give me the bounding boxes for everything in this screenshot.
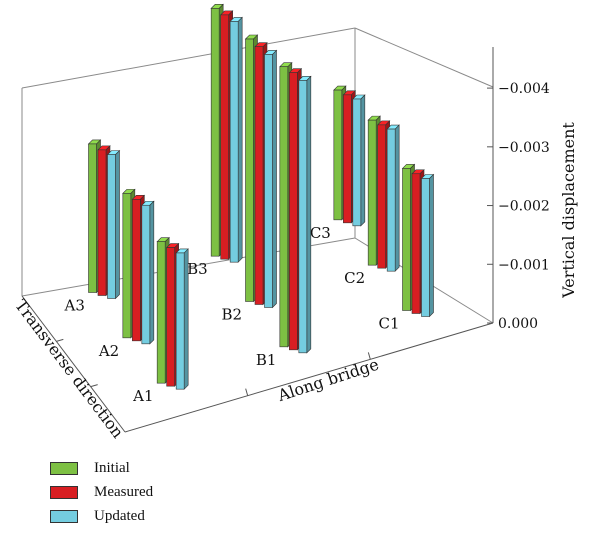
z-axis-label: Vertical displacement: [559, 122, 578, 299]
bar-c3-updated: [352, 94, 366, 227]
legend-label-initial: Initial: [94, 459, 130, 476]
legend-swatch-updated: [50, 509, 78, 523]
z-tick-label: −0.002: [498, 199, 550, 215]
legend-item-updated: Updated: [50, 504, 153, 528]
bar-group-c1: [401, 163, 435, 318]
legend-label-updated: Updated: [94, 507, 145, 524]
legend-label-measured: Measured: [94, 483, 154, 500]
point-label-a1: A1: [132, 387, 153, 405]
bar-a3-updated: [106, 149, 121, 300]
point-labels: A3 B3 C3 A2 B2 C2 A1 B1 C1: [64, 224, 400, 405]
legend-swatch-measured: [50, 485, 78, 499]
y-axis-label: Transverse direction: [11, 296, 127, 442]
point-label-b2: B2: [222, 306, 243, 324]
bar-group-b1: [279, 61, 312, 354]
point-label-a3: A3: [64, 297, 85, 315]
bar-a2-updated: [141, 200, 155, 345]
point-label-b3: B3: [187, 260, 208, 278]
bar-group-c3: [333, 85, 366, 227]
along-tick: [245, 388, 249, 396]
point-label-c3: C3: [310, 224, 331, 242]
legend-swatch-initial: [50, 461, 78, 475]
bars: [87, 3, 435, 390]
transverse-ticks: [56, 338, 98, 388]
z-tick-label: −0.001: [498, 257, 550, 273]
point-label-a2: A2: [98, 342, 119, 360]
z-tick-label: 0.000: [498, 316, 538, 332]
along-tick: [367, 352, 371, 360]
legend-item-measured: Measured: [50, 480, 153, 504]
bar-group-a1: [156, 236, 189, 390]
bar-a1-updated: [175, 248, 189, 390]
x-axis-label: Along bridge: [275, 355, 382, 406]
transverse-tick: [56, 338, 64, 342]
point-label-b1: B1: [256, 351, 277, 369]
along-ticks: [245, 352, 371, 396]
bar-group-a2: [122, 188, 155, 345]
bar-group-b2: [244, 34, 278, 309]
z-axis: 0.000 −0.001 −0.002 −0.003 −0.004: [487, 47, 550, 332]
bar-b2-updated: [263, 49, 278, 309]
bar-group-b3: [210, 3, 243, 263]
transverse-tick: [90, 384, 98, 388]
legend-item-initial: Initial: [50, 456, 153, 480]
bar-b3-updated: [229, 16, 243, 263]
floor-axes: [21, 295, 494, 433]
point-label-c1: C1: [379, 315, 400, 333]
point-label-c2: C2: [344, 269, 365, 287]
z-tick-label: −0.004: [498, 81, 550, 97]
z-tick-label: −0.003: [498, 140, 550, 156]
bar-c2-updated: [386, 124, 400, 272]
bar-c1-updated: [420, 173, 435, 318]
bar-b1-updated: [298, 75, 312, 354]
legend: Initial Measured Updated: [50, 456, 153, 528]
bar-group-c2: [367, 115, 400, 272]
bar-group-a3: [87, 139, 121, 300]
